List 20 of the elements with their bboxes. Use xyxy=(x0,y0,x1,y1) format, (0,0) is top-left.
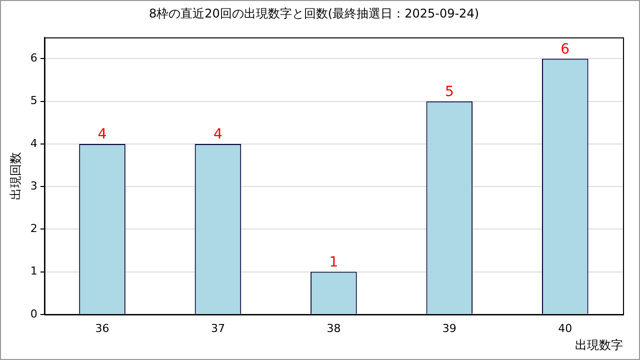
data-label: 4 xyxy=(98,126,107,143)
y-tick-label: 4 xyxy=(30,136,38,150)
chart-title: 8枠の直近20回の出現数字と回数(最終抽選日：2025-09-24) xyxy=(148,6,480,20)
x-tick-label: 38 xyxy=(326,322,341,335)
y-tick-label: 6 xyxy=(30,52,38,65)
x-tick-label: 36 xyxy=(95,322,110,335)
y-tick-label: 3 xyxy=(30,179,38,192)
data-label: 1 xyxy=(329,254,338,270)
x-axis-title: 出現数字 xyxy=(575,338,623,352)
y-tick-label: 1 xyxy=(30,264,38,278)
x-tick-label: 40 xyxy=(558,322,572,335)
y-tick-label: 5 xyxy=(30,94,38,108)
x-tick-label: 39 xyxy=(442,322,456,335)
y-tick-label: 2 xyxy=(30,222,38,236)
data-label: 6 xyxy=(560,41,570,58)
data-label: 4 xyxy=(214,126,223,143)
y-tick-label: 0 xyxy=(30,307,38,320)
x-tick-label: 37 xyxy=(210,322,225,335)
data-label: 5 xyxy=(444,84,454,100)
y-axis-title: 出現回数 xyxy=(8,152,22,200)
